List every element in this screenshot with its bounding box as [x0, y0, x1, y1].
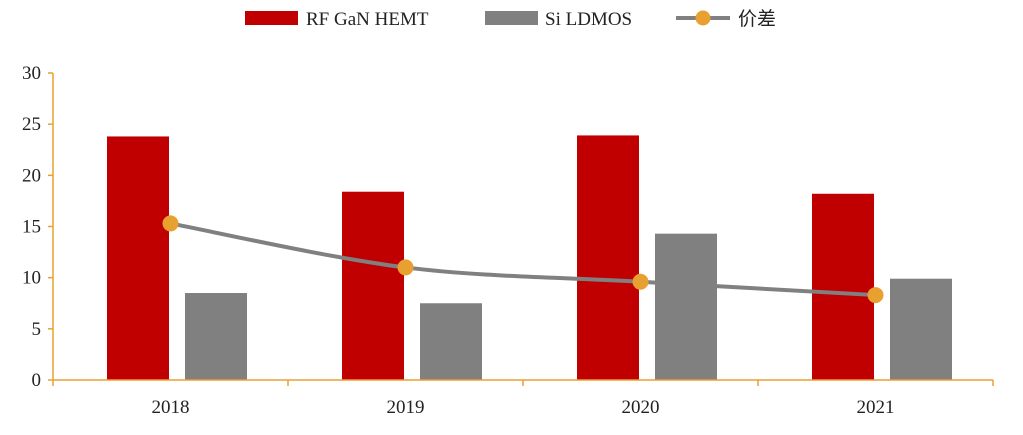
bar-si-ldmos: [890, 278, 952, 380]
legend-marker-price-gap: [695, 10, 711, 26]
y-tick-label: 30: [22, 63, 41, 84]
point-price-gap: [397, 259, 414, 276]
legend-swatch-rf-gan-hemt: [245, 11, 298, 25]
point-price-gap: [162, 215, 179, 232]
y-tick-label: 5: [32, 319, 42, 340]
x-tick-label: 2021: [857, 397, 895, 418]
x-tick-label: 2019: [387, 397, 425, 418]
bar-si-ldmos: [185, 293, 247, 380]
point-price-gap: [632, 273, 649, 290]
y-tick-label: 15: [22, 217, 41, 238]
y-tick-label: 20: [22, 165, 41, 186]
y-axis-ticks: 0 5 10 15 20 25 30: [22, 63, 53, 391]
legend-label-si-ldmos: Si LDMOS: [545, 9, 632, 30]
y-tick-label: 10: [22, 268, 41, 289]
legend: RF GaN HEMT Si LDMOS 价差: [245, 8, 776, 30]
legend-item-rf-gan-hemt: RF GaN HEMT: [245, 9, 429, 30]
bar-rf-gan-hemt: [812, 193, 874, 380]
legend-label-price-gap: 价差: [738, 8, 776, 30]
y-tick-label: 25: [22, 114, 41, 135]
x-tick-label: 2018: [152, 397, 190, 418]
legend-swatch-si-ldmos: [485, 11, 538, 25]
bar-rf-gan-hemt: [342, 191, 404, 380]
x-axis-ticks: 2018 2019 2020 2021: [52, 380, 994, 418]
legend-item-si-ldmos: Si LDMOS: [485, 9, 632, 30]
y-tick-label: 0: [32, 370, 42, 391]
bar-si-ldmos: [655, 233, 717, 380]
bar-rf-gan-hemt: [577, 135, 639, 380]
legend-item-price-gap: 价差: [676, 8, 776, 30]
point-price-gap: [867, 287, 884, 304]
bar-si-ldmos: [420, 303, 482, 380]
bar-rf-gan-hemt: [107, 136, 169, 380]
bars: [107, 135, 952, 380]
line-price-gap: [170, 221, 876, 298]
legend-label-rf-gan-hemt: RF GaN HEMT: [306, 9, 429, 30]
line-series: [162, 215, 884, 304]
x-tick-label: 2020: [622, 397, 660, 418]
